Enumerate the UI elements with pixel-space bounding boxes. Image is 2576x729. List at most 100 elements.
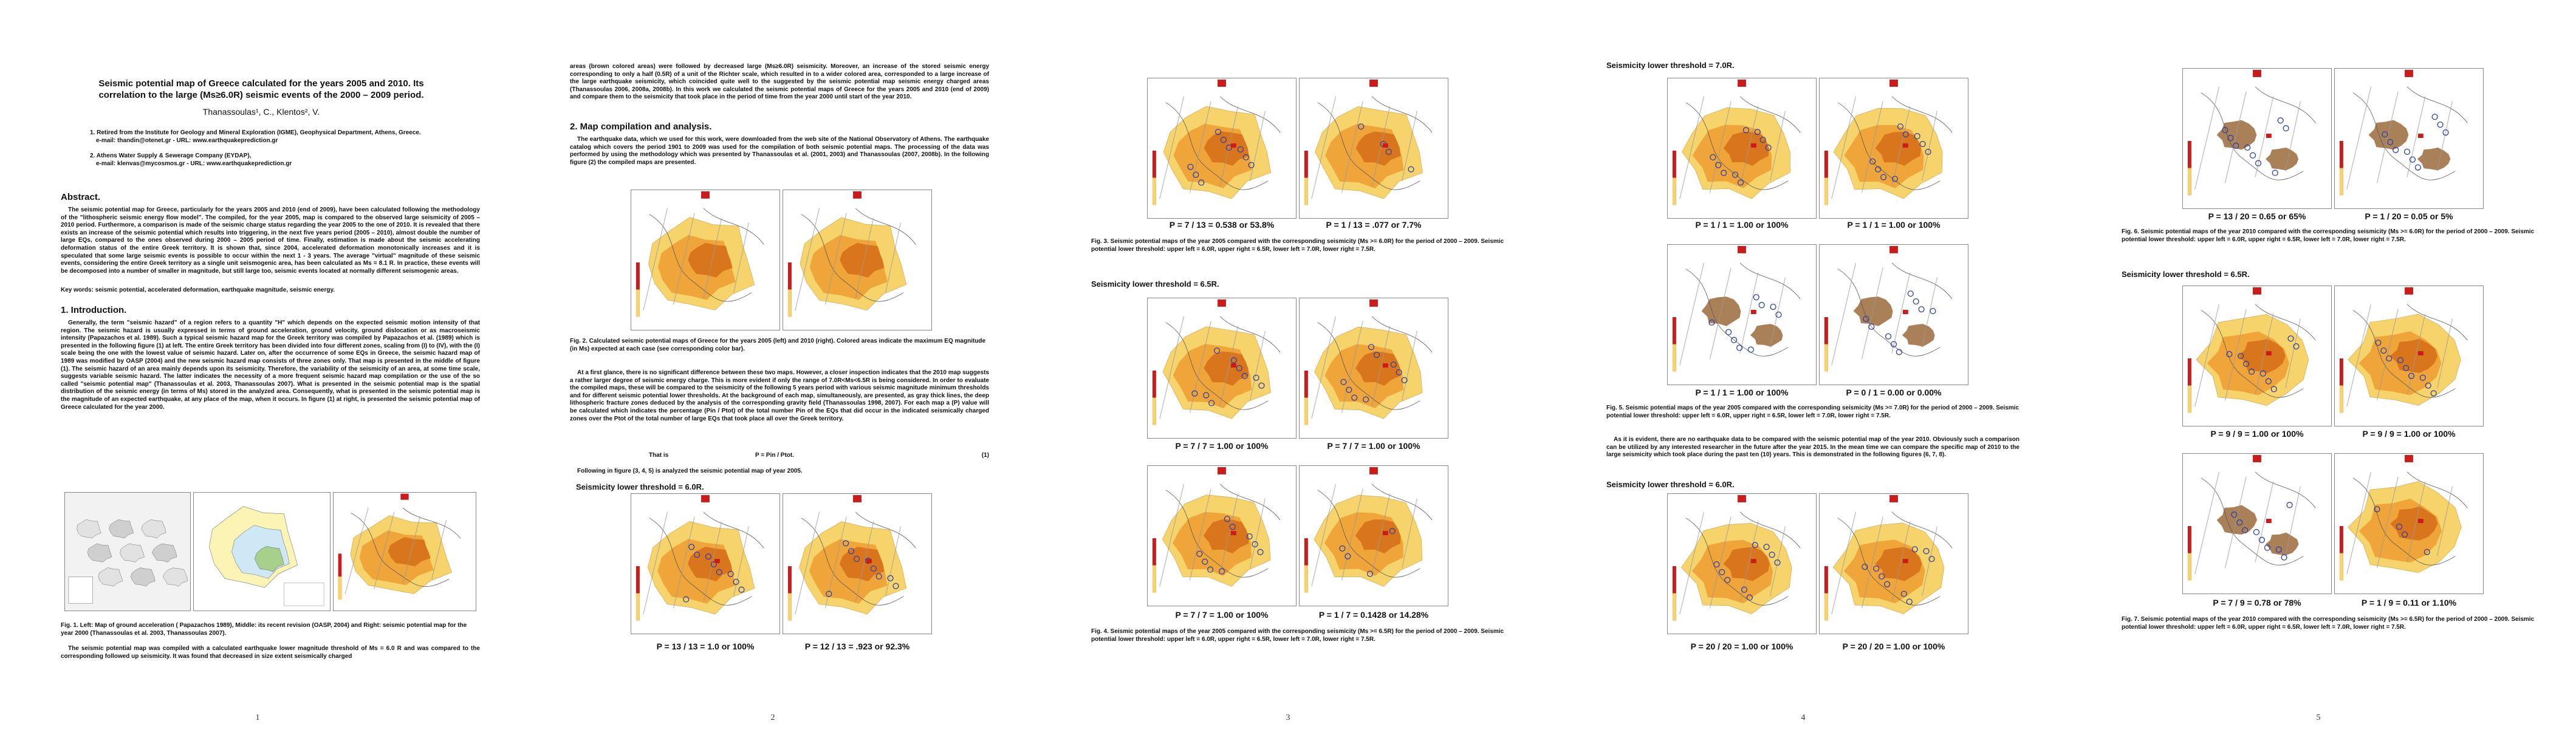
potential-zone-high bbox=[839, 547, 885, 581]
epicenter-marker bbox=[2403, 148, 2411, 155]
fracture-zone-line bbox=[855, 217, 874, 299]
fracture-zone-line bbox=[1311, 484, 1337, 587]
coastline bbox=[2352, 304, 2468, 398]
large-event-marker bbox=[1382, 363, 1388, 368]
page-1: Seismic potential map of Greece calculat… bbox=[0, 0, 515, 729]
color-bar bbox=[1152, 370, 1156, 425]
epicenter-marker bbox=[2264, 544, 2270, 551]
epicenter-marker bbox=[1368, 344, 1375, 351]
p-value-row2-right: P = 0 / 1 = 0.00 or 0.00% bbox=[1846, 388, 1942, 397]
color-bar bbox=[787, 566, 792, 621]
fracture-zone-line bbox=[1831, 96, 1857, 199]
epicenter-marker bbox=[1742, 127, 1750, 134]
fracture-zone-line bbox=[643, 512, 668, 615]
color-bar bbox=[2339, 140, 2343, 196]
epicenter-marker bbox=[1759, 137, 1766, 143]
figure-5-caption: Fig. 5. Seismic potential maps of the ye… bbox=[1606, 405, 2019, 419]
epicenter-marker bbox=[875, 573, 882, 580]
epicenter-marker bbox=[683, 596, 690, 603]
color-bar-low bbox=[635, 289, 640, 317]
epicenter-marker bbox=[1719, 569, 1725, 575]
fig6-map-left bbox=[1667, 493, 1817, 634]
epicenter-marker bbox=[1396, 369, 1402, 376]
p-value-row3-right: P = 20 / 20 = 1.00 or 100% bbox=[1842, 642, 1945, 651]
coastline bbox=[1837, 512, 1953, 606]
fracture-zone-line bbox=[1769, 526, 1786, 597]
epicenter-marker bbox=[2374, 506, 2380, 513]
p-value-row3-left: P = 7 / 7 = 1.00 or 100% bbox=[1175, 610, 1269, 620]
legend-marker bbox=[2405, 287, 2413, 295]
p-value-row2-left: P = 9 / 9 = 1.00 or 100% bbox=[2210, 429, 2304, 439]
color-bar-low bbox=[1304, 397, 1308, 425]
potential-zone-charged bbox=[2265, 147, 2299, 171]
fracture-zone-line bbox=[643, 208, 668, 311]
epicenter-marker bbox=[2272, 169, 2278, 176]
fracture-zone-line bbox=[1891, 106, 1911, 187]
epicenter-marker bbox=[1710, 154, 1716, 160]
page-4: Seismicity lower threshold = 7.0R. P = 1… bbox=[1546, 0, 2061, 729]
closing-text: The seismic potential map was compiled w… bbox=[61, 645, 480, 660]
color-bar-low bbox=[2187, 553, 2191, 581]
epicenter-marker bbox=[1237, 146, 1244, 153]
epicenter-marker bbox=[1869, 158, 1876, 165]
fig6-map-upper-left bbox=[2182, 68, 2332, 209]
hazard-zone bbox=[109, 519, 134, 538]
epicenter-marker bbox=[1346, 386, 1352, 393]
color-bar bbox=[2187, 140, 2191, 196]
epicenter-marker bbox=[1253, 374, 1259, 381]
epicenter-marker bbox=[1736, 344, 1743, 351]
fig6-map-right bbox=[1819, 493, 1968, 634]
color-bar bbox=[635, 262, 640, 317]
large-event-marker bbox=[1902, 559, 1908, 564]
epicenter-marker bbox=[1214, 129, 1222, 135]
figure-1-caption: Fig. 1. Left: Map of ground acceleration… bbox=[61, 622, 467, 637]
color-bar bbox=[1152, 538, 1156, 593]
coastline bbox=[801, 512, 916, 606]
page-number: 2 bbox=[770, 713, 775, 722]
epicenter-marker bbox=[2424, 549, 2430, 555]
epicenter-marker bbox=[2286, 502, 2293, 508]
epicenter-marker bbox=[2277, 117, 2284, 124]
fracture-zone-line bbox=[1371, 106, 1391, 187]
color-bar-low bbox=[2187, 168, 2191, 196]
p-value-row2-left: P = 7 / 7 = 1.00 or 100% bbox=[1175, 441, 1269, 451]
color-bar bbox=[1304, 538, 1308, 593]
fracture-zone-line bbox=[2376, 309, 2399, 401]
epicenter-marker bbox=[1213, 347, 1221, 354]
epicenter-marker bbox=[1873, 565, 1880, 572]
fracture-zone-line bbox=[431, 519, 447, 580]
fracture-zone-line bbox=[1921, 111, 1938, 181]
coastline bbox=[1165, 316, 1281, 410]
legend-marker bbox=[1889, 79, 1898, 87]
color-bar bbox=[1304, 150, 1308, 205]
coastline bbox=[1837, 262, 1953, 357]
color-bar-low bbox=[2187, 385, 2191, 413]
threshold-heading: Seismicity lower threshold = 6.0R. bbox=[576, 482, 704, 491]
fracture-zone-line bbox=[1861, 101, 1883, 193]
epicenter-marker bbox=[2419, 374, 2426, 381]
epicenter-marker bbox=[1880, 174, 1887, 180]
legend-marker bbox=[1218, 467, 1226, 474]
hazard-zone bbox=[152, 543, 177, 563]
potential-zone-high bbox=[1875, 131, 1921, 166]
legend-marker bbox=[2405, 69, 2413, 77]
epicenter-marker bbox=[1913, 298, 1919, 305]
potential-zone-high bbox=[1355, 131, 1401, 166]
epicenter-marker bbox=[1340, 378, 1347, 385]
large-event-marker bbox=[1230, 531, 1236, 536]
potential-zone-high bbox=[688, 242, 733, 278]
fracture-zone-line bbox=[2224, 309, 2247, 401]
epicenter-marker bbox=[1252, 541, 1258, 547]
epicenter-marker bbox=[1236, 364, 1242, 372]
epicenter-marker bbox=[2244, 144, 2251, 151]
legend-marker bbox=[1889, 495, 1898, 502]
large-event-marker bbox=[1382, 531, 1388, 536]
formula-1: That is P = Pin / Ptot. (1) bbox=[649, 452, 989, 459]
p-value-row1-left: P = 1 / 1 = 1.00 or 100% bbox=[1695, 220, 1789, 230]
large-event-marker bbox=[1382, 143, 1388, 148]
epicenter-marker bbox=[2259, 370, 2267, 377]
hazard-zone bbox=[98, 567, 123, 587]
fracture-zone-line bbox=[1371, 493, 1391, 575]
paper-authors: Thanassoulas¹, C., Klentos², V. bbox=[202, 107, 320, 117]
fracture-zone-line bbox=[855, 521, 874, 603]
